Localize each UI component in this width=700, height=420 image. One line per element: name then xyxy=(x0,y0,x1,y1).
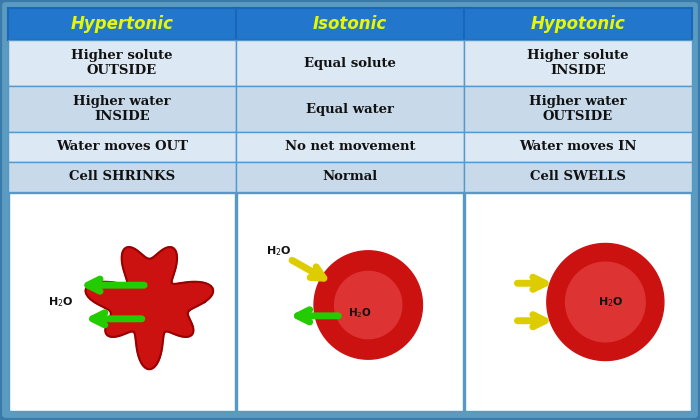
Bar xyxy=(464,8,692,40)
Text: Normal: Normal xyxy=(323,171,377,184)
Bar xyxy=(236,132,464,162)
Text: Higher solute
INSIDE: Higher solute INSIDE xyxy=(527,49,629,77)
Text: Higher water
INSIDE: Higher water INSIDE xyxy=(74,95,171,123)
Polygon shape xyxy=(566,262,645,342)
Text: Isotonic: Isotonic xyxy=(313,15,387,33)
Text: Hypertonic: Hypertonic xyxy=(71,15,174,33)
Bar xyxy=(464,40,692,86)
Text: Cell SWELLS: Cell SWELLS xyxy=(530,171,626,184)
Bar xyxy=(9,193,235,411)
Bar xyxy=(464,86,692,132)
Text: Equal solute: Equal solute xyxy=(304,57,396,69)
Text: H$_2$O: H$_2$O xyxy=(48,295,74,309)
Polygon shape xyxy=(314,251,422,359)
Text: Hypotonic: Hypotonic xyxy=(531,15,625,33)
Bar xyxy=(465,193,691,411)
Polygon shape xyxy=(335,271,402,339)
Text: Equal water: Equal water xyxy=(306,102,394,116)
Text: Higher solute
OUTSIDE: Higher solute OUTSIDE xyxy=(71,49,173,77)
Text: Water moves OUT: Water moves OUT xyxy=(56,141,188,153)
Text: H$_2$O: H$_2$O xyxy=(348,306,372,320)
Polygon shape xyxy=(547,244,664,360)
Bar xyxy=(464,162,692,192)
Bar xyxy=(8,86,236,132)
Bar xyxy=(8,132,236,162)
Bar xyxy=(8,40,236,86)
Text: Higher water
OUTSIDE: Higher water OUTSIDE xyxy=(529,95,626,123)
Polygon shape xyxy=(85,247,214,369)
Bar xyxy=(464,132,692,162)
Bar xyxy=(236,162,464,192)
Bar xyxy=(237,193,463,411)
Text: No net movement: No net movement xyxy=(285,141,415,153)
Bar xyxy=(236,40,464,86)
Text: H$_2$O: H$_2$O xyxy=(598,295,624,309)
Text: Cell SHRINKS: Cell SHRINKS xyxy=(69,171,175,184)
Text: Water moves IN: Water moves IN xyxy=(519,141,637,153)
Bar xyxy=(8,8,236,40)
Bar xyxy=(236,86,464,132)
Text: H$_2$O: H$_2$O xyxy=(266,244,292,258)
Bar xyxy=(236,8,464,40)
Bar xyxy=(8,162,236,192)
